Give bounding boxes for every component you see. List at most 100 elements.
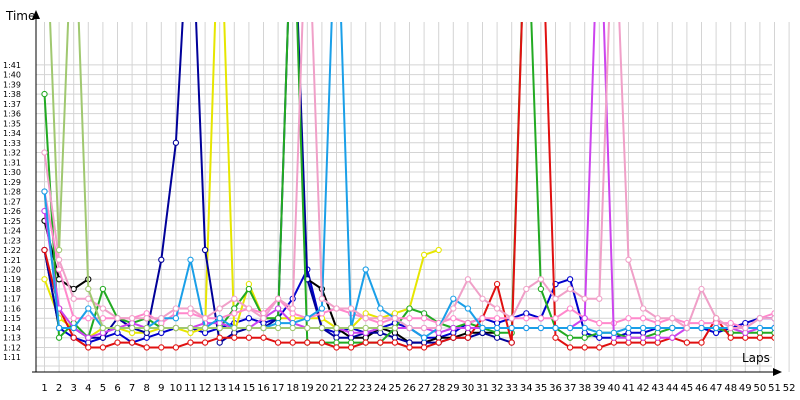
x-tick-label: 38: [578, 383, 591, 394]
data-point: [464, 334, 472, 341]
data-point: [333, 344, 340, 351]
x-tick-label: 16: [257, 383, 270, 394]
y-tick-label: 1:40: [3, 71, 21, 80]
data-point: [450, 305, 457, 312]
data-point: [318, 339, 326, 346]
data-point: [70, 295, 77, 302]
y-tick-label: 1:28: [3, 188, 21, 197]
x-tick-label: 24: [374, 383, 387, 394]
data-point: [41, 90, 48, 98]
data-point: [172, 344, 180, 351]
data-point: [771, 310, 774, 317]
data-point: [712, 315, 720, 322]
x-tick-label: 13: [213, 383, 226, 394]
data-point: [727, 324, 734, 332]
x-tick-label: 37: [564, 383, 577, 394]
data-point: [187, 305, 194, 312]
data-point: [318, 295, 326, 302]
data-point: [231, 310, 238, 317]
data-point: [172, 324, 180, 332]
series-line: [43, 22, 774, 339]
data-point: [552, 315, 559, 322]
x-tick-label: 36: [549, 383, 562, 394]
data-point: [464, 305, 472, 312]
data-point: [742, 324, 749, 332]
x-tick-label: 48: [724, 383, 737, 394]
x-tick-label: 42: [637, 383, 650, 394]
data-point: [70, 334, 77, 341]
y-tick-label: 1:27: [3, 197, 21, 206]
data-point: [347, 305, 355, 312]
x-tick-label: 45: [681, 383, 694, 394]
y-tick-label: 1:11: [3, 353, 21, 362]
x-tick-label: 7: [129, 383, 135, 394]
data-point: [274, 339, 282, 346]
x-tick-label: 17: [272, 383, 285, 394]
data-point: [683, 339, 691, 346]
data-point: [187, 256, 194, 263]
x-tick-label: 4: [85, 383, 91, 394]
data-point: [420, 344, 428, 351]
data-point: [289, 339, 296, 346]
data-point: [304, 324, 311, 332]
data-point: [70, 285, 77, 293]
data-point: [41, 188, 48, 195]
data-point: [435, 246, 442, 254]
y-tick-label: 1:24: [3, 227, 21, 236]
series-11: [49, 22, 399, 332]
data-point: [158, 344, 165, 351]
x-tick-label: 25: [389, 383, 402, 394]
data-point: [566, 344, 574, 351]
data-point: [537, 285, 545, 293]
data-point: [771, 324, 774, 332]
x-tick-label: 3: [71, 383, 77, 394]
x-tick-label: 51: [768, 383, 781, 394]
x-tick-label: 44: [666, 383, 679, 394]
axes: [32, 10, 782, 376]
data-point: [158, 324, 165, 332]
x-tick-label: 26: [403, 383, 416, 394]
data-point: [318, 324, 326, 332]
data-point: [41, 149, 48, 156]
grid-lines: [36, 22, 790, 372]
series-group: [41, 22, 774, 351]
y-tick-label: 1:19: [3, 275, 21, 284]
x-tick-labels: 1 2 3 4 5 6 7 8 9 10 11 12 13 14 15 16 17 18 19 20 21 22 23 24 2…: [41, 383, 795, 394]
x-tick-label: 23: [359, 383, 372, 394]
data-point: [493, 324, 501, 332]
series-line: [43, 22, 774, 349]
y-tick-label: 1:32: [3, 149, 21, 158]
data-point: [596, 344, 603, 351]
y-tick-label: 1:33: [3, 139, 21, 148]
data-point: [552, 324, 559, 332]
data-point: [231, 334, 238, 341]
data-point: [201, 339, 209, 346]
data-point: [493, 280, 501, 288]
data-point: [245, 315, 253, 322]
data-point: [114, 324, 121, 332]
data-point: [523, 324, 530, 332]
y-tick-labels: 1:111:121:131:141:151:161:171:181:191:20…: [3, 61, 21, 362]
data-point: [479, 295, 486, 302]
x-tick-label: 31: [476, 383, 489, 394]
data-point: [625, 324, 632, 332]
data-point: [698, 324, 705, 332]
y-axis-title: Time: [5, 9, 35, 23]
data-point: [55, 324, 63, 332]
x-tick-label: 5: [100, 383, 106, 394]
data-point: [464, 276, 472, 283]
x-tick-label: 6: [114, 383, 120, 394]
data-point: [435, 339, 442, 346]
data-point: [669, 315, 676, 322]
data-point: [274, 295, 282, 302]
data-point: [85, 344, 92, 351]
data-point: [508, 324, 515, 332]
data-point: [377, 315, 384, 322]
data-point: [362, 339, 369, 346]
x-tick-label: 12: [199, 383, 212, 394]
data-point: [450, 334, 457, 341]
x-tick-label: 10: [170, 383, 183, 394]
data-point: [756, 324, 764, 332]
y-tick-label: 1:23: [3, 236, 21, 245]
data-point: [581, 315, 588, 322]
